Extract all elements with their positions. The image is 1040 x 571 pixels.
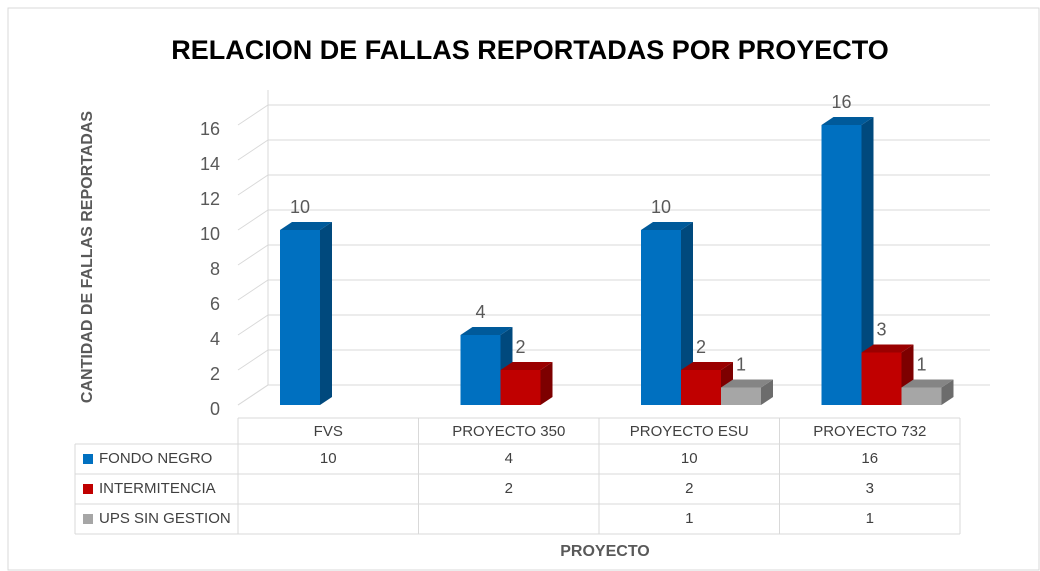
grid-line (237, 139, 990, 161)
grid-line (237, 104, 990, 126)
bar-top (721, 379, 773, 388)
table-value: 4 (505, 450, 513, 467)
legend-label: INTERMITENCIA (99, 480, 216, 497)
table-value: 1 (685, 510, 693, 527)
grid-line (237, 349, 990, 371)
table-category: PROYECTO 350 (452, 423, 565, 440)
bar (280, 230, 320, 405)
table-value: 3 (866, 480, 874, 497)
table-category: PROYECTO ESU (630, 423, 749, 440)
bar-top (681, 362, 733, 370)
data-label: 10 (651, 197, 671, 217)
table-value: 10 (320, 450, 337, 467)
bar (641, 230, 681, 405)
bar (460, 335, 501, 405)
y-axis-title: CANTIDAD DE FALLAS REPORTADAS (79, 111, 96, 403)
legend-swatch (83, 454, 93, 464)
grid-line (237, 209, 990, 231)
grid-line (237, 244, 990, 266)
legend-swatch (83, 484, 93, 494)
data-label: 4 (475, 302, 485, 322)
table-value: 2 (685, 480, 693, 497)
bar (500, 370, 541, 405)
data-label: 3 (876, 319, 886, 339)
y-tick-label: 6 (210, 294, 220, 314)
bar-top (280, 222, 332, 230)
data-label: 16 (831, 92, 851, 112)
bar-side (540, 362, 553, 405)
bar-side (941, 379, 954, 405)
data-label: 1 (916, 354, 926, 374)
grid-line (237, 174, 990, 196)
y-tick-label: 16 (200, 119, 220, 139)
bar-top (821, 117, 874, 125)
y-tick-label: 8 (210, 259, 220, 279)
y-tick-label: 4 (210, 329, 220, 349)
table-value: 10 (681, 450, 698, 467)
data-label: 1 (736, 354, 746, 374)
x-axis-title: PROYECTO (560, 543, 650, 560)
data-label: 10 (290, 197, 310, 217)
grid-line (237, 314, 990, 336)
y-tick-label: 14 (200, 154, 220, 174)
bar (821, 125, 862, 405)
bar (901, 387, 942, 405)
table-category: PROYECTO 732 (813, 423, 926, 440)
table-value: 1 (866, 510, 874, 527)
table-value: 16 (861, 450, 878, 467)
data-label: 2 (515, 337, 525, 357)
bar-top (861, 344, 914, 353)
legend-label: FONDO NEGRO (99, 450, 212, 467)
bar-side (320, 222, 332, 405)
y-tick-label: 12 (200, 189, 220, 209)
bar-top (500, 362, 553, 370)
data-label: 2 (696, 337, 706, 357)
bar-top (641, 222, 693, 230)
table-category: FVS (314, 423, 343, 440)
bar (721, 387, 761, 405)
bar-side (861, 117, 874, 405)
y-tick-label: 0 (210, 399, 220, 419)
bar-top (460, 327, 513, 335)
bar-side (681, 222, 693, 405)
y-tick-label: 2 (210, 364, 220, 384)
legend-swatch (83, 514, 93, 524)
bar (681, 370, 721, 405)
bar-side (761, 379, 773, 405)
bar-top (901, 379, 954, 388)
grid-line (237, 279, 990, 301)
y-tick-label: 10 (200, 224, 220, 244)
bar (861, 352, 902, 405)
table-value: 2 (505, 480, 513, 497)
legend-label: UPS SIN GESTION (99, 510, 231, 527)
chart-title: RELACION DE FALLAS REPORTADAS POR PROYEC… (171, 35, 889, 65)
